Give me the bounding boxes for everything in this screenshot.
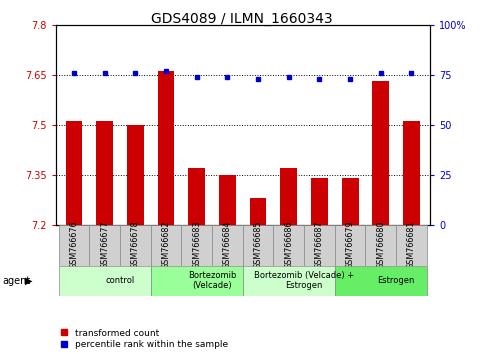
Bar [273,225,304,266]
Text: GDS4089 / ILMN_1660343: GDS4089 / ILMN_1660343 [151,12,332,27]
Bar [243,225,273,266]
Bar [366,225,396,266]
Bar [212,225,243,266]
Text: GSM766676: GSM766676 [70,220,78,269]
Legend: transformed count, percentile rank within the sample: transformed count, percentile rank withi… [60,329,227,349]
Text: GSM766686: GSM766686 [284,220,293,269]
Bar [127,125,144,225]
Text: GSM766677: GSM766677 [100,220,109,269]
Text: GSM766685: GSM766685 [254,220,263,269]
Bar [188,168,205,225]
Text: GSM766684: GSM766684 [223,220,232,269]
Bar [151,225,181,266]
Text: agent: agent [2,275,30,286]
Bar [304,225,335,266]
Bar [89,225,120,266]
Text: Bortezomib
(Velcade): Bortezomib (Velcade) [188,271,236,290]
Bar [219,175,236,225]
Text: GSM766679: GSM766679 [346,220,355,269]
Bar [396,225,427,266]
Bar [181,225,212,266]
Text: GSM766687: GSM766687 [315,220,324,269]
Bar [120,225,151,266]
Bar [403,121,420,225]
Text: GSM766680: GSM766680 [376,220,385,269]
Bar [151,266,243,296]
Text: ▶: ▶ [25,275,33,286]
Bar [58,225,89,266]
Bar [280,168,297,225]
Bar [335,266,427,296]
Bar [96,121,113,225]
Text: GSM766682: GSM766682 [161,220,170,269]
Bar [157,72,174,225]
Bar [372,81,389,225]
Bar [58,266,151,296]
Text: Estrogen: Estrogen [377,276,415,285]
Bar [243,266,335,296]
Bar [250,198,267,225]
Text: control: control [105,276,135,285]
Text: GSM766681: GSM766681 [407,220,416,269]
Text: Bortezomib (Velcade) +
Estrogen: Bortezomib (Velcade) + Estrogen [254,271,354,290]
Bar [311,178,328,225]
Text: GSM766683: GSM766683 [192,220,201,269]
Bar [335,225,366,266]
Text: GSM766678: GSM766678 [131,220,140,269]
Bar [341,178,358,225]
Bar [66,121,83,225]
